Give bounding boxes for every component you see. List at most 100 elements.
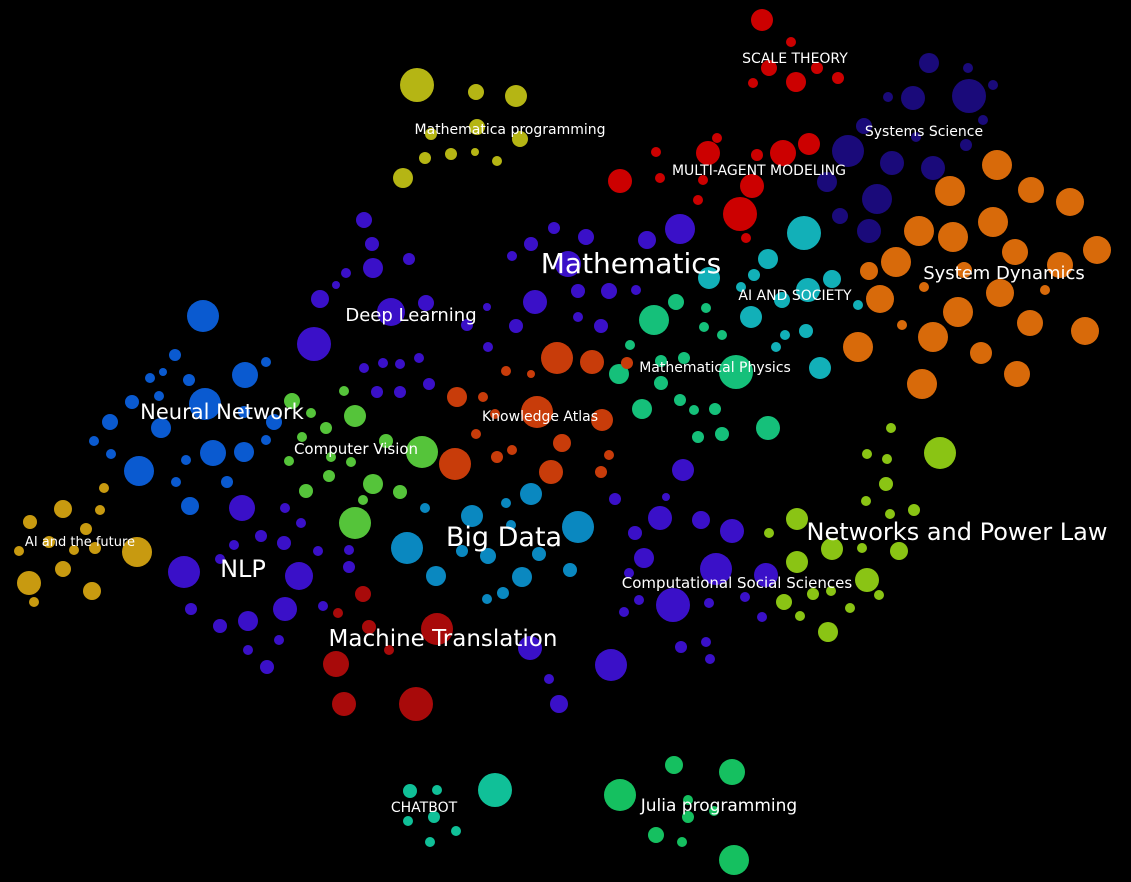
node-mathematics <box>359 363 369 373</box>
node-mathematics <box>243 645 253 655</box>
node-julia-programming <box>604 779 636 811</box>
node-mathematics <box>662 493 670 501</box>
node-scale-theory <box>751 9 773 31</box>
node-ai-and-the-future <box>80 523 92 535</box>
node-big-data <box>563 563 577 577</box>
node-mathematics <box>675 641 687 653</box>
node-ai-and-society <box>774 292 790 308</box>
node-mathematics <box>571 284 585 298</box>
node-systems-science <box>901 86 925 110</box>
node-mathematical-physics <box>632 399 652 419</box>
node-mathematica-programming <box>400 68 434 102</box>
node-mathematics <box>255 530 267 542</box>
node-networks-and-power-law <box>786 551 808 573</box>
node-mathematics <box>394 386 406 398</box>
node-mathematics <box>423 378 435 390</box>
node-ai-and-society <box>809 357 831 379</box>
node-mathematical-physics <box>719 355 753 389</box>
node-mathematics <box>595 649 627 681</box>
node-knowledge-atlas <box>447 387 467 407</box>
node-mathematics <box>229 495 255 521</box>
node-computer-vision <box>358 495 368 505</box>
node-mathematics <box>578 229 594 245</box>
node-mathematics <box>634 595 644 605</box>
label-machine-translation: Machine Translation <box>329 626 558 652</box>
node-scale-theory <box>832 72 844 84</box>
node-systems-science <box>883 92 893 102</box>
node-neural-network <box>159 368 167 376</box>
node-mathematics <box>363 258 383 278</box>
node-computer-vision <box>306 408 316 418</box>
node-systems-science <box>960 139 972 151</box>
node-mathematics <box>280 503 290 513</box>
node-networks-and-power-law <box>886 423 896 433</box>
node-mathematics <box>624 568 634 578</box>
node-ai-and-the-future <box>99 483 109 493</box>
node-scale-theory <box>761 60 777 76</box>
node-computer-vision <box>284 393 300 409</box>
node-networks-and-power-law <box>890 542 908 560</box>
node-computer-vision <box>393 485 407 499</box>
node-mathematics <box>550 695 568 713</box>
node-neural-network <box>238 406 250 418</box>
node-ai-and-the-future <box>23 515 37 529</box>
node-neural-network <box>169 349 181 361</box>
node-neural-network <box>187 300 219 332</box>
node-computer-vision <box>339 507 371 539</box>
node-mathematics <box>601 283 617 299</box>
node-knowledge-atlas <box>507 445 517 455</box>
node-systems-science <box>963 63 973 73</box>
node-systems-science <box>856 118 872 134</box>
label-ai-and-the-future: AI and the future <box>25 535 135 550</box>
node-knowledge-atlas <box>604 450 614 460</box>
node-networks-and-power-law <box>908 504 920 516</box>
node-networks-and-power-law <box>874 590 884 600</box>
node-networks-and-power-law <box>826 586 836 596</box>
node-system-dynamics <box>982 150 1012 180</box>
node-ai-and-society <box>823 270 841 288</box>
node-knowledge-atlas <box>591 409 613 431</box>
node-mathematics <box>378 358 388 368</box>
node-mathematical-physics <box>668 294 684 310</box>
node-ai-and-society <box>796 278 820 302</box>
node-big-data <box>497 587 509 599</box>
node-neural-network <box>89 436 99 446</box>
node-mathematica-programming <box>512 131 528 147</box>
node-ai-and-the-future <box>89 542 101 554</box>
node-mathematics <box>609 493 621 505</box>
node-mathematical-physics <box>701 303 711 313</box>
node-mathematical-physics <box>674 394 686 406</box>
node-mathematica-programming <box>492 156 502 166</box>
node-mathematical-physics <box>715 427 729 441</box>
node-networks-and-power-law <box>821 538 843 560</box>
node-computer-vision <box>339 386 349 396</box>
node-ai-and-the-future <box>43 536 55 548</box>
node-mathematics <box>341 268 351 278</box>
node-mathematics <box>705 654 715 664</box>
node-computer-vision <box>406 436 438 468</box>
node-mathematics <box>483 303 491 311</box>
node-mathematics <box>285 562 313 590</box>
node-system-dynamics <box>843 332 873 362</box>
node-networks-and-power-law <box>795 611 805 621</box>
node-system-dynamics <box>918 322 948 352</box>
node-networks-and-power-law <box>855 568 879 592</box>
node-system-dynamics <box>1056 188 1084 216</box>
label-mathematics: Mathematics <box>541 247 721 280</box>
node-networks-and-power-law <box>924 437 956 469</box>
label-chatbot: CHATBOT <box>391 800 458 816</box>
node-big-data <box>512 567 532 587</box>
node-mathematics <box>273 597 297 621</box>
node-mathematics <box>185 603 197 615</box>
node-neural-network <box>181 455 191 465</box>
node-mathematical-physics <box>655 355 667 367</box>
node-neural-network <box>221 476 233 488</box>
node-knowledge-atlas <box>553 434 571 452</box>
node-mathematics <box>619 607 629 617</box>
node-computer-vision <box>323 470 335 482</box>
node-mathematics <box>365 237 379 251</box>
node-mathematical-physics <box>625 340 635 350</box>
node-mathematics <box>548 222 560 234</box>
node-julia-programming <box>709 806 719 816</box>
